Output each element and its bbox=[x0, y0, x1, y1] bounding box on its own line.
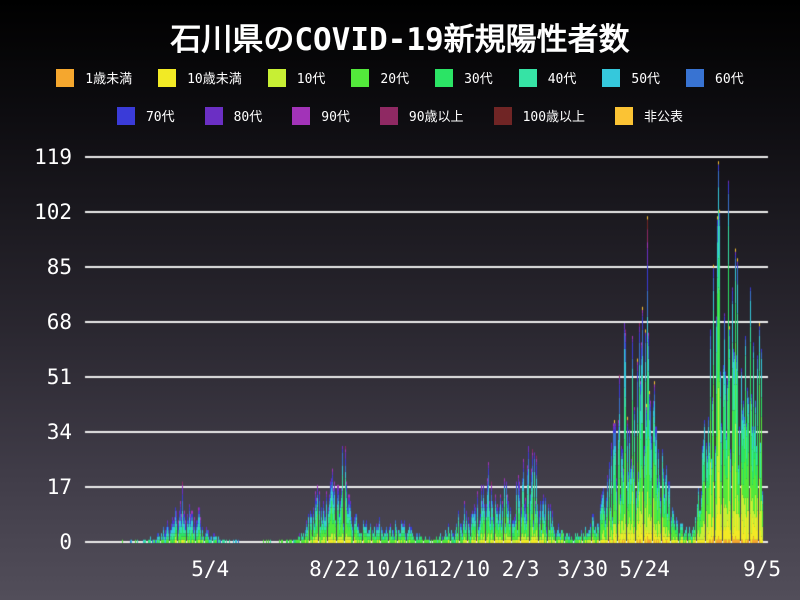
legend-label: 70代 bbox=[145, 110, 175, 125]
y-tick-label: 85 bbox=[46, 255, 72, 279]
legend-swatch bbox=[267, 68, 286, 87]
legend-item: 60代 bbox=[686, 68, 744, 87]
legend-item: 10歳未満 bbox=[158, 68, 242, 87]
legend-label: 30代 bbox=[464, 72, 493, 87]
chart-title: 石川県のCOVID-19新規陽性者数 bbox=[170, 22, 630, 58]
legend-item: 80代 bbox=[204, 106, 263, 125]
y-tick-label: 51 bbox=[46, 365, 72, 389]
legend-label: 90代 bbox=[321, 110, 350, 125]
legend-item: 1歳未満 bbox=[56, 68, 132, 87]
legend-label: 80代 bbox=[233, 110, 263, 125]
legend-label: 1歳未満 bbox=[85, 72, 133, 87]
legend-label: 非公表 bbox=[644, 110, 684, 125]
legend-item: 非公表 bbox=[615, 106, 683, 125]
y-tick-label: 34 bbox=[46, 420, 72, 444]
y-tick-label: 119 bbox=[34, 145, 72, 169]
legend-item: 90代 bbox=[292, 106, 350, 125]
x-tick-label: 5/24 bbox=[619, 557, 670, 581]
legend-swatch bbox=[686, 68, 705, 87]
legend-swatch bbox=[158, 68, 177, 87]
legend-row-2: 70代 80代 90代 90歳以上 100歳以上 非公表 bbox=[0, 106, 800, 125]
x-tick-label: 5/4 bbox=[191, 557, 230, 581]
legend-swatch bbox=[292, 106, 311, 125]
legend-swatch bbox=[435, 68, 454, 87]
legend-item: 20代 bbox=[351, 68, 409, 87]
x-tick-label: 10/16 bbox=[364, 557, 429, 581]
x-tick-label: 3/30 bbox=[557, 557, 608, 581]
legend-item: 90歳以上 bbox=[379, 106, 464, 125]
legend-swatch bbox=[518, 68, 537, 87]
legend-swatch bbox=[116, 106, 135, 125]
x-tick-label: 12/10 bbox=[426, 557, 491, 581]
legend-row-1: 1歳未満 10歳未満 10代 20代 30代 40代 50代 60代 bbox=[0, 68, 800, 87]
legend-label: 50代 bbox=[631, 72, 661, 87]
legend-label: 60代 bbox=[715, 72, 744, 87]
legend-item: 100歳以上 bbox=[493, 106, 586, 125]
legend-label: 90歳以上 bbox=[408, 110, 464, 125]
legend-swatch bbox=[351, 68, 370, 87]
y-tick-label: 0 bbox=[59, 530, 72, 554]
legend-swatch bbox=[493, 106, 512, 125]
x-tick-label: 8/22 bbox=[309, 557, 360, 581]
y-tick-label: 68 bbox=[46, 310, 72, 334]
legend-item: 70代 bbox=[116, 106, 175, 125]
legend-swatch bbox=[615, 106, 634, 125]
legend-item: 40代 bbox=[518, 68, 577, 87]
legend-swatch bbox=[56, 68, 75, 87]
y-tick-label: 102 bbox=[34, 200, 72, 224]
legend-label: 10歳未満 bbox=[187, 72, 242, 87]
legend-label: 40代 bbox=[547, 72, 577, 87]
legend-label: 10代 bbox=[296, 72, 326, 87]
y-tick-label: 17 bbox=[46, 475, 72, 499]
legend-item: 10代 bbox=[267, 68, 326, 87]
x-tick-label: 9/5 bbox=[743, 557, 781, 581]
legend-label: 20代 bbox=[380, 72, 410, 87]
legend-item: 30代 bbox=[435, 68, 493, 87]
legend-item: 50代 bbox=[602, 68, 660, 87]
legend-label: 100歳以上 bbox=[522, 110, 586, 125]
x-tick-label: 2/3 bbox=[501, 557, 540, 581]
legend-swatch bbox=[602, 68, 621, 87]
legend-swatch bbox=[204, 106, 223, 125]
legend-swatch bbox=[379, 106, 398, 125]
